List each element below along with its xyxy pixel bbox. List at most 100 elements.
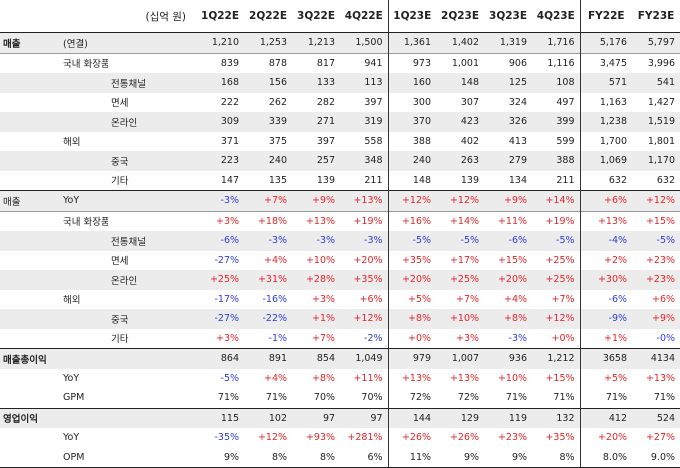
table-cell: 1,007 xyxy=(436,348,485,369)
row-label: GPM xyxy=(63,392,85,404)
table-cell: +14% xyxy=(532,190,581,211)
table-cell: 5,176 xyxy=(579,32,633,53)
row-label xyxy=(60,270,108,290)
row-label xyxy=(60,309,108,329)
table-cell: +12% xyxy=(257,432,288,444)
table-cell: +19% xyxy=(532,210,581,231)
table-cell: 309 xyxy=(196,112,245,132)
table-cell: 102 xyxy=(244,407,293,428)
table-cell: +13% xyxy=(387,368,437,388)
table-cell: +5% xyxy=(579,368,633,388)
quarter-header: 3Q22E xyxy=(292,0,341,33)
table-cell: 3,996 xyxy=(632,52,680,73)
table-cell: +20% xyxy=(579,428,633,448)
table-row: 기타 147 135 139 211 148 139 134 211 632 632 xyxy=(0,170,680,191)
table-cell: +11% xyxy=(353,372,383,384)
row-label xyxy=(60,231,108,251)
table-cell: 854 xyxy=(292,348,341,369)
row-label xyxy=(60,407,108,428)
table-cell: +7% xyxy=(312,332,336,344)
table-cell: +13% xyxy=(579,210,633,231)
table-cell: 8% xyxy=(292,447,341,468)
table-cell: 71% xyxy=(579,388,633,408)
row-label xyxy=(60,73,108,93)
table-cell: +7% xyxy=(551,293,575,305)
table-cell: 257 xyxy=(292,151,341,171)
table-cell: -6% xyxy=(579,289,633,309)
table-cell: +5% xyxy=(387,289,437,309)
table-cell: +13% xyxy=(340,190,389,211)
table-cell: -3% xyxy=(292,231,341,251)
table-cell: +93% xyxy=(305,432,336,444)
table-cell: 8.0% xyxy=(579,447,633,468)
table-row: 해외 -17% -16% +3% +6% +5% +7% +4% +7% -6% +6% xyxy=(0,289,680,310)
table-cell: 129 xyxy=(436,407,485,428)
table-cell: 115 xyxy=(196,407,245,428)
year-header: FY23E xyxy=(632,0,680,33)
row-label xyxy=(108,447,197,468)
table-cell: 936 xyxy=(484,348,533,369)
table-cell: +13% xyxy=(645,372,676,384)
row-label: OPM xyxy=(60,447,108,468)
table-cell: 1,213 xyxy=(292,32,341,53)
table-cell: +8% xyxy=(312,372,336,384)
row-label xyxy=(108,190,197,211)
row-label xyxy=(108,132,196,152)
table-cell: -3% xyxy=(196,190,245,211)
table-cell: +35% xyxy=(387,250,437,270)
row-label: 국내 화장품 xyxy=(60,52,108,73)
table-cell: 211 xyxy=(364,174,383,186)
table-cell: 375 xyxy=(268,135,288,147)
table-cell: 497 xyxy=(556,96,575,108)
table-cell: +3% xyxy=(196,210,245,231)
table-cell: 148 xyxy=(436,73,485,93)
table-cell: 319 xyxy=(340,112,389,132)
row-label: 영업이익 xyxy=(0,407,60,428)
table-cell: +26% xyxy=(387,428,437,448)
row-label xyxy=(0,251,60,271)
table-cell: -6% xyxy=(196,231,245,251)
row-label: 중국 xyxy=(108,151,197,171)
table-cell: +12% xyxy=(387,190,437,211)
table-row: 중국 -27% -22% +1% +12% +8% +10% +8% +12% -9% +9% xyxy=(0,309,680,329)
table-cell: 524 xyxy=(632,407,680,428)
table-cell: +12% xyxy=(632,190,680,211)
row-label: 면세 xyxy=(111,98,129,110)
table-cell: +4% xyxy=(264,372,288,384)
row-label xyxy=(0,428,60,448)
table-cell: 71% xyxy=(217,392,240,404)
table-cell: +13% xyxy=(292,210,341,231)
table-cell: -5% xyxy=(436,231,485,251)
table-cell: -5% xyxy=(632,231,680,251)
row-label: 면세 xyxy=(111,256,129,268)
table-cell: +15% xyxy=(545,372,575,384)
table-cell: 4134 xyxy=(632,348,680,369)
row-label: (연결) xyxy=(60,32,108,53)
table-cell: 1,716 xyxy=(532,32,581,53)
table-cell: +8% xyxy=(387,309,437,329)
table-cell: +0% xyxy=(551,332,575,344)
row-label xyxy=(0,309,60,329)
row-label xyxy=(0,151,60,171)
row-label xyxy=(108,290,196,310)
table-cell: 8% xyxy=(532,447,581,468)
header-row: (십억 원) 1Q22E 2Q22E 3Q22E 4Q22E 1Q23E 2Q23E 3Q23… xyxy=(0,0,680,33)
table-cell: +15% xyxy=(497,254,528,266)
table-row: 국내 화장품 839 878 817 941 973 1,001 906 1,116 3,475 3… xyxy=(0,52,680,73)
table-cell: 1,049 xyxy=(340,348,389,369)
year-header: FY22E xyxy=(579,0,633,33)
table-cell: 402 xyxy=(460,135,480,147)
row-label xyxy=(0,447,60,468)
table-cell: 571 xyxy=(579,73,633,93)
table-cell: +1% xyxy=(292,309,341,329)
table-cell: 97 xyxy=(340,407,389,428)
table-cell: 263 xyxy=(436,151,485,171)
table-cell: 147 xyxy=(220,174,240,186)
unit-label: (십억 원) xyxy=(0,0,197,33)
table-cell: -5% xyxy=(532,231,581,251)
table-cell: 941 xyxy=(340,52,389,73)
row-label xyxy=(108,348,197,369)
row-label xyxy=(0,270,60,290)
table-cell: +4% xyxy=(264,254,288,266)
table-cell: 412 xyxy=(579,407,633,428)
